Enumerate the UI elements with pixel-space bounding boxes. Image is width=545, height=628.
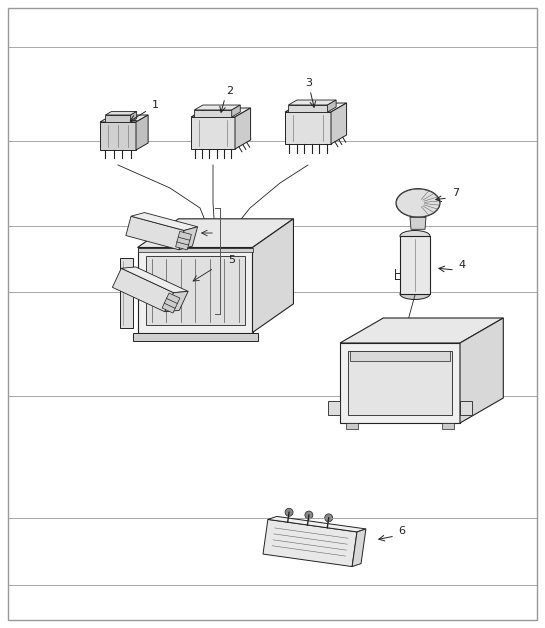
Polygon shape	[263, 519, 357, 566]
Polygon shape	[232, 105, 240, 117]
Ellipse shape	[394, 386, 406, 396]
Ellipse shape	[400, 230, 430, 242]
Text: 6: 6	[398, 526, 405, 536]
Polygon shape	[179, 227, 197, 250]
Polygon shape	[126, 216, 184, 250]
Polygon shape	[191, 117, 235, 149]
Polygon shape	[137, 219, 293, 247]
Polygon shape	[331, 103, 347, 144]
Polygon shape	[100, 122, 136, 150]
Text: 1: 1	[152, 100, 159, 110]
Circle shape	[285, 508, 293, 516]
Polygon shape	[191, 108, 251, 117]
Polygon shape	[146, 256, 245, 325]
Polygon shape	[177, 236, 190, 245]
Ellipse shape	[404, 255, 426, 267]
Polygon shape	[346, 423, 358, 429]
Polygon shape	[100, 115, 148, 122]
Polygon shape	[112, 268, 174, 311]
Polygon shape	[178, 231, 191, 241]
Polygon shape	[132, 332, 257, 340]
Polygon shape	[175, 241, 189, 250]
Polygon shape	[352, 529, 366, 566]
Polygon shape	[195, 105, 240, 110]
Polygon shape	[328, 401, 340, 415]
Polygon shape	[288, 105, 328, 112]
Polygon shape	[252, 219, 293, 332]
Ellipse shape	[354, 353, 362, 359]
Ellipse shape	[382, 353, 390, 359]
Ellipse shape	[396, 188, 440, 217]
Text: 3: 3	[305, 78, 312, 88]
Polygon shape	[164, 298, 178, 308]
Polygon shape	[165, 291, 188, 311]
Ellipse shape	[400, 288, 430, 300]
Polygon shape	[166, 293, 180, 303]
Polygon shape	[122, 267, 188, 293]
Polygon shape	[410, 217, 426, 229]
Circle shape	[305, 511, 313, 519]
Text: 5: 5	[228, 255, 235, 265]
Text: 4: 4	[458, 260, 465, 270]
Ellipse shape	[382, 377, 418, 405]
Polygon shape	[460, 318, 503, 423]
Polygon shape	[195, 110, 232, 117]
Polygon shape	[285, 112, 331, 144]
Text: 2: 2	[226, 86, 233, 96]
Polygon shape	[340, 343, 460, 423]
Polygon shape	[348, 351, 452, 415]
Polygon shape	[268, 516, 366, 532]
Polygon shape	[285, 103, 347, 112]
Ellipse shape	[411, 259, 419, 263]
Polygon shape	[137, 247, 252, 251]
Polygon shape	[136, 115, 148, 150]
Polygon shape	[131, 112, 137, 122]
Polygon shape	[288, 100, 336, 105]
Polygon shape	[105, 112, 137, 115]
Ellipse shape	[410, 353, 418, 359]
Text: 7: 7	[452, 188, 459, 198]
Polygon shape	[340, 318, 503, 343]
Ellipse shape	[438, 353, 446, 359]
Polygon shape	[131, 212, 197, 230]
Circle shape	[325, 514, 332, 522]
Polygon shape	[460, 401, 472, 415]
Polygon shape	[137, 247, 252, 332]
Polygon shape	[235, 108, 251, 149]
Polygon shape	[105, 115, 131, 122]
Ellipse shape	[374, 371, 426, 411]
Polygon shape	[350, 351, 450, 361]
Polygon shape	[442, 423, 454, 429]
Polygon shape	[162, 303, 175, 313]
Polygon shape	[400, 236, 430, 294]
Polygon shape	[328, 100, 336, 112]
Polygon shape	[119, 257, 132, 327]
